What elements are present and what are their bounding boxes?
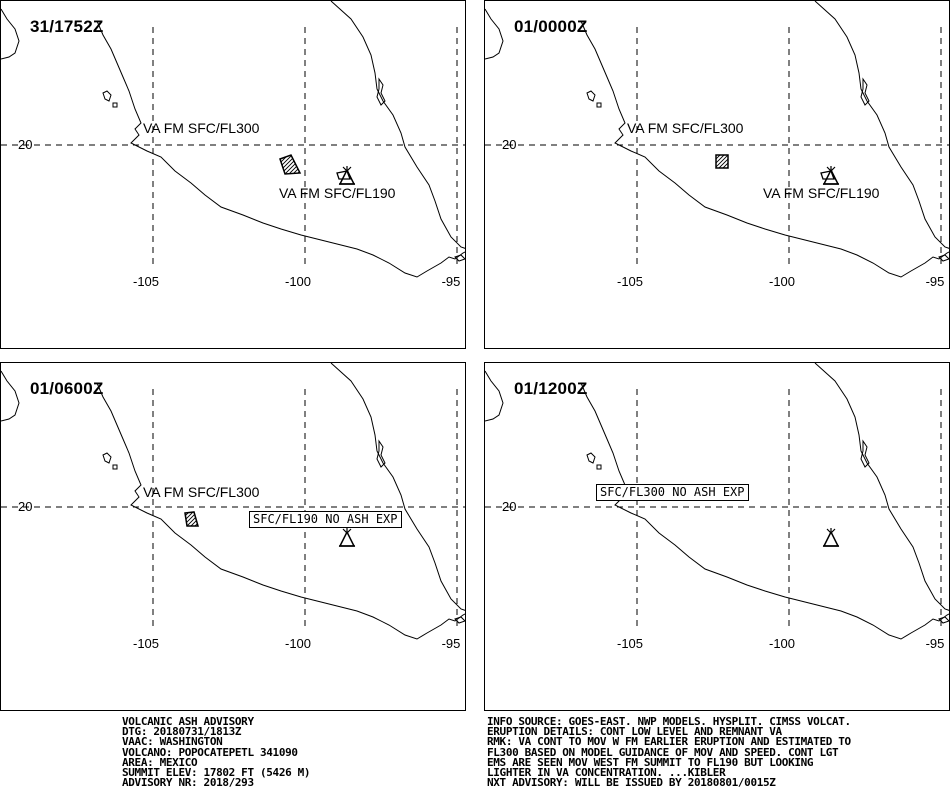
volcano-icon: [338, 528, 356, 547]
no-ash-box: SFC/FL190 NO ASH EXP: [249, 511, 402, 528]
advisory-remarks-block: INFO SOURCE: GOES-EAST. NWP MODELS. HYSP…: [487, 715, 851, 790]
lon-label-95: -95: [441, 636, 461, 651]
lon-label-95: -95: [925, 274, 945, 289]
va-label-fl300: VA FM SFC/FL300: [143, 484, 260, 500]
map-panel-3: 01/0600Z 20 -105 -100 -95 VA FM SFC/FL30…: [0, 362, 466, 711]
volcano-plume: [826, 166, 836, 172]
island-shape: [860, 439, 870, 468]
lon-label-95: -95: [925, 636, 945, 651]
island-shape: [586, 452, 596, 464]
map-panel-1: 31/1752Z 20 -105 -100 -95 VA FM SFC/FL30…: [0, 0, 466, 349]
gulf-coastline: [330, 363, 465, 611]
island-shape: [102, 90, 112, 102]
lon-label-105: -105: [132, 636, 160, 651]
va-polygon-small: [336, 170, 351, 180]
island-shape: [938, 616, 949, 624]
remarks-line: NXT ADVISORY: WILL BE ISSUED BY 20180801…: [487, 776, 776, 790]
valid-time: 01/1200Z: [514, 379, 588, 398]
lat-label-20: 20: [18, 137, 33, 152]
va-label-fl300: VA FM SFC/FL300: [627, 120, 744, 136]
island-shape: [586, 90, 596, 102]
advisory-line: ADVISORY NR: 2018/293: [122, 776, 254, 790]
volcano-plume: [342, 166, 352, 172]
lon-label-100: -100: [768, 274, 796, 289]
remarks-line: INFO SOURCE: GOES-EAST. NWP MODELS. HYSP…: [487, 715, 851, 728]
pacific-coastline: [1, 8, 465, 278]
lon-label-105: -105: [616, 636, 644, 651]
island-shape: [860, 77, 870, 106]
lon-label-95: -95: [441, 274, 461, 289]
advisory-line: AREA: MEXICO: [122, 755, 198, 769]
valid-time: 01/0600Z: [30, 379, 104, 398]
pacific-coastline: [1, 370, 465, 640]
volcano-plume: [826, 528, 836, 534]
valid-time: 31/1752Z: [30, 17, 104, 36]
lon-label-105: -105: [132, 274, 160, 289]
va-label-fl190: VA FM SFC/FL190: [279, 185, 396, 201]
lat-label-20: 20: [502, 499, 517, 514]
va-label-fl300: VA FM SFC/FL300: [143, 120, 260, 136]
va-polygon: [715, 154, 729, 169]
gulf-coastline: [330, 1, 465, 249]
pacific-coastline: [485, 370, 949, 640]
map-panel-2: 01/0000Z 20 -105 -100 -95 VA FM SFC/FL30…: [484, 0, 950, 349]
island-shape: [596, 464, 602, 470]
map-graphics: [485, 363, 949, 640]
island-shape: [376, 77, 386, 106]
lon-label-105: -105: [616, 274, 644, 289]
va-polygon: [184, 511, 199, 527]
valid-time: 01/0000Z: [514, 17, 588, 36]
remarks-line: ERUPTION DETAILS: CONT LOW LEVEL AND REM…: [487, 725, 782, 739]
map-panel-4: 01/1200Z 20 -105 -100 -95 SFC/FL300 NO A…: [484, 362, 950, 711]
island-shape: [102, 452, 112, 464]
volcano-icon: [338, 166, 356, 185]
volcano-icon: [822, 528, 840, 547]
lon-label-100: -100: [284, 636, 312, 651]
gulf-coastline: [814, 363, 949, 611]
lat-label-20: 20: [502, 137, 517, 152]
hatch-pattern: [716, 155, 728, 168]
remarks-line: EMS ARE SEEN MOV WEST FM SUMMIT TO FL190…: [487, 755, 814, 769]
island-shape: [596, 102, 602, 108]
map-graphics: [1, 1, 465, 278]
gulf-coastline: [814, 1, 949, 249]
island-shape: [376, 439, 386, 468]
advisory-line: DTG: 20180731/1813Z: [122, 725, 242, 739]
advisory-line: VOLCANIC ASH ADVISORY: [122, 715, 254, 728]
advisory-line: VAAC: WASHINGTON: [122, 735, 223, 749]
va-label-fl190: VA FM SFC/FL190: [763, 185, 880, 201]
island-shape: [112, 102, 118, 108]
island-shape: [454, 254, 465, 262]
advisory-line: SUMMIT ELEV: 17802 FT (5426 M): [122, 765, 311, 779]
lon-label-100: -100: [284, 274, 312, 289]
remarks-line: FL300 BASED ON MODEL GUIDANCE OF MOV AND…: [487, 745, 839, 759]
island-shape: [112, 464, 118, 470]
map-graphics: [1, 363, 465, 640]
volcano-triangle: [822, 530, 840, 547]
no-ash-box: SFC/FL300 NO ASH EXP: [596, 484, 749, 501]
va-polygon-small: [820, 170, 835, 180]
volcano-icon: [822, 166, 840, 185]
remarks-line: LIGHTER IN VA CONCENTRATION. ...KIBLER: [487, 765, 726, 779]
map-graphics: [485, 1, 949, 278]
volcano-triangle: [338, 530, 356, 547]
pacific-coastline: [485, 8, 949, 278]
advisory-header-block: VOLCANIC ASH ADVISORY DTG: 20180731/1813…: [122, 715, 311, 790]
lon-label-100: -100: [768, 636, 796, 651]
island-shape: [454, 616, 465, 624]
remarks-line: RMK: VA CONT TO MOV W FM EARLIER ERUPTIO…: [487, 735, 851, 749]
lat-label-20: 20: [18, 499, 33, 514]
va-polygon: [279, 154, 302, 175]
island-shape: [938, 254, 949, 262]
volcano-plume: [342, 528, 352, 534]
advisory-line: VOLCANO: POPOCATEPETL 341090: [122, 745, 298, 759]
